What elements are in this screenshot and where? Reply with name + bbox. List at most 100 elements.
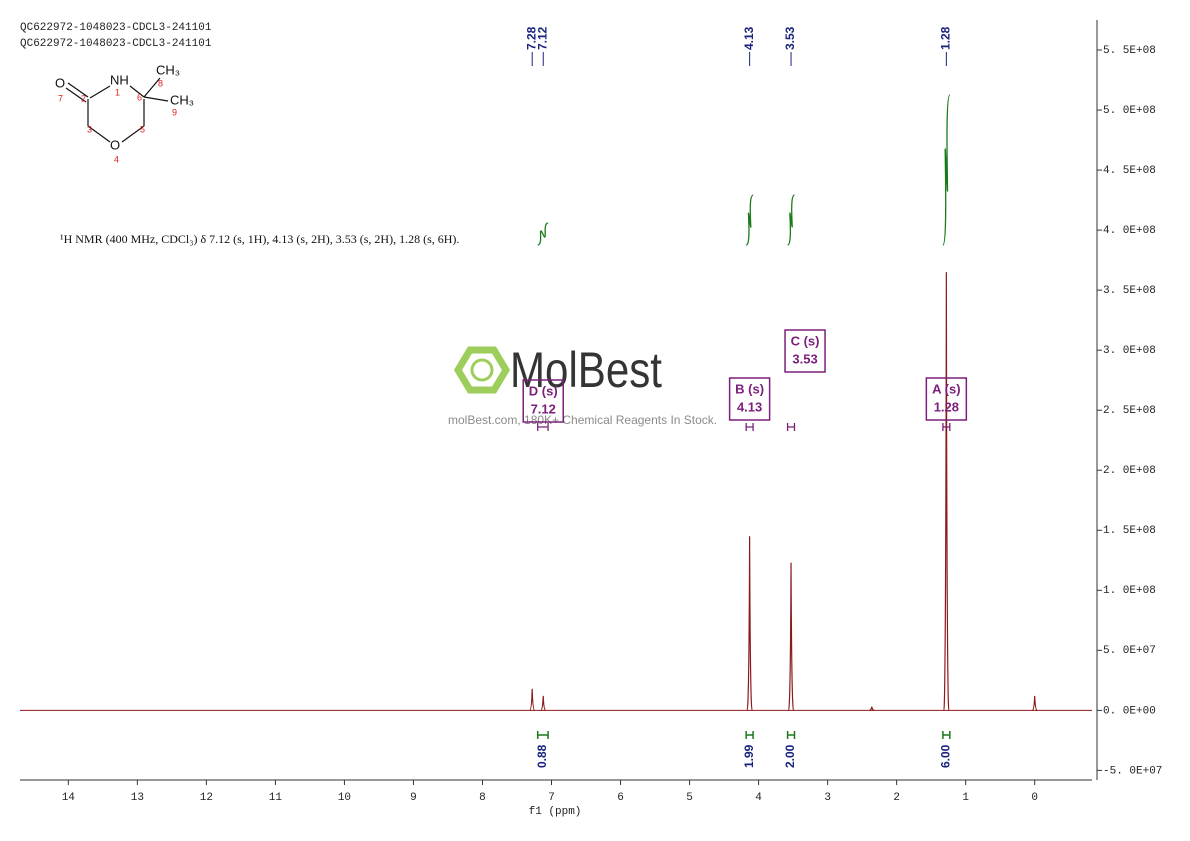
integral-curve [745, 194, 754, 246]
structure [65, 77, 169, 143]
structure-numbers: 7 1 8 2 6 9 3 5 4 [58, 78, 177, 164]
peak-label: 7.12 [535, 26, 549, 50]
multiplet-box [728, 377, 771, 421]
y-tick-label: 0. 0E+00 [1103, 705, 1156, 717]
integral-label: 6.00 [939, 744, 953, 768]
multiplet-range [537, 423, 549, 431]
x-tick-label: 2 [893, 792, 900, 804]
multiplet-shift: 3.53 [792, 351, 817, 366]
integral-label: 1.99 [742, 744, 756, 768]
peak [529, 688, 536, 711]
y-tick-label: 5. 5E+08 [1103, 45, 1156, 57]
multiplet-range [745, 423, 754, 431]
y-tick-label: 5. 0E+08 [1103, 105, 1156, 117]
bond [87, 125, 111, 143]
multiplet-box [925, 377, 968, 421]
x-tick-label: 12 [200, 792, 213, 804]
peak [943, 272, 950, 711]
bond [143, 96, 169, 102]
atom-number: 7 [58, 93, 63, 103]
bond [143, 77, 161, 98]
watermark-tagline: molBest.com, 180K+ Chemical Reagents In … [448, 413, 717, 427]
peak [787, 562, 795, 711]
atom: O [55, 75, 65, 90]
bond [67, 82, 89, 98]
atom: NH [110, 72, 129, 87]
multiplet-range [942, 423, 951, 431]
peak-label: 3.53 [783, 26, 797, 50]
x-tick-label: 10 [338, 792, 351, 804]
atom: CH₃ [170, 92, 194, 107]
multiplet-shift: 1.28 [934, 399, 959, 414]
atom-number: 9 [172, 107, 177, 117]
x-tick-label: 8 [479, 792, 486, 804]
multiplet-name: B (s) [735, 381, 764, 396]
atom: CH₃ [156, 62, 180, 77]
atom-number: 2 [81, 93, 86, 103]
integral-bracket [536, 731, 549, 739]
bond [65, 87, 87, 103]
peak-label: 4.13 [742, 26, 756, 50]
bond [121, 125, 145, 143]
integral-curve [537, 222, 549, 246]
integral-label: 0.88 [535, 744, 549, 768]
watermark-brand: MolBest [510, 342, 662, 398]
peak [869, 706, 875, 711]
atom-number: 1 [115, 87, 120, 97]
integral-bracket [942, 731, 951, 739]
bond [89, 85, 111, 99]
nmr-description: ¹H NMR (400 MHz, CDCl₃) δ 7.12 (s, 1H), … [60, 232, 459, 246]
x-tick-label: 1 [962, 792, 969, 804]
peak [540, 695, 546, 711]
multiplet-range [786, 423, 796, 431]
y-tick-label: -5. 0E+07 [1103, 765, 1162, 777]
x-tick-label: 13 [131, 792, 144, 804]
peak-label: 7.28 [524, 26, 538, 50]
multiplet-shift: 4.13 [737, 399, 762, 414]
x-tick-label: 11 [269, 792, 283, 804]
logo [470, 358, 494, 382]
multiplet-box [784, 329, 826, 373]
y-tick-label: 2. 5E+08 [1103, 405, 1156, 417]
y-tick-label: 3. 5E+08 [1103, 285, 1156, 297]
peak [1031, 695, 1038, 711]
header-line: QC622972-1048023-CDCL3-241101 [20, 38, 212, 50]
integral-curve [942, 94, 951, 246]
y-tick-label: 5. 0E+07 [1103, 645, 1156, 657]
atom-number: 8 [158, 78, 163, 88]
x-tick-label: 14 [62, 792, 76, 804]
integral-curve [786, 194, 796, 246]
x-tick-label: 5 [686, 792, 693, 804]
integral-bracket [745, 731, 754, 739]
y-tick-label: 1. 0E+08 [1103, 585, 1156, 597]
x-axis-title: f1 (ppm) [529, 806, 582, 818]
header-line: QC622972-1048023-CDCL3-241101 [20, 22, 212, 34]
integral-bracket [786, 731, 796, 739]
multiplet-name: C (s) [791, 333, 820, 348]
peak-label: 1.28 [939, 26, 953, 50]
x-tick-label: 7 [548, 792, 555, 804]
atom-number: 3 [87, 124, 92, 134]
x-tick-label: 4 [755, 792, 762, 804]
y-tick-label: 3. 0E+08 [1103, 345, 1156, 357]
atom: O [110, 137, 120, 152]
y-tick-label: 4. 5E+08 [1103, 165, 1156, 177]
x-tick-label: 6 [617, 792, 624, 804]
multiplet-name: D (s) [529, 383, 558, 398]
y-tick-label: 4. 0E+08 [1103, 225, 1156, 237]
atom-number: 5 [140, 124, 145, 134]
atom-number: 6 [137, 92, 142, 102]
y-tick-label: 1. 5E+08 [1103, 525, 1156, 537]
x-tick-label: 0 [1031, 792, 1038, 804]
multiplet-shift: 7.12 [531, 401, 556, 416]
logo [453, 346, 511, 394]
structure-atoms: O NH CH₃ CH₃ O [55, 62, 194, 152]
bond [129, 85, 145, 98]
integral-label: 2.00 [783, 744, 797, 768]
peak [746, 536, 753, 711]
atom-number: 4 [114, 154, 119, 164]
y-tick-label: 2. 0E+08 [1103, 465, 1156, 477]
multiplet-name: A (s) [932, 381, 960, 396]
watermark: MolBest molBest.com, 180K+ Chemical Reag… [448, 342, 717, 427]
